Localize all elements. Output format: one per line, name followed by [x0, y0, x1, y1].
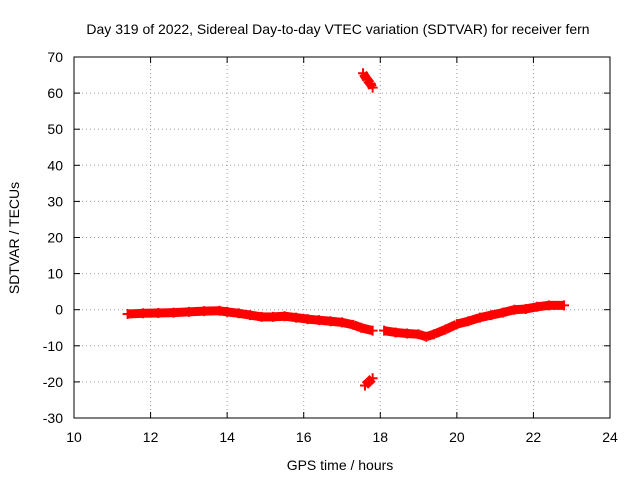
x-tick-label: 20 — [449, 429, 465, 445]
x-tick-label: 24 — [602, 429, 618, 445]
y-tick-label: -10 — [43, 338, 63, 354]
x-tick-label: 16 — [296, 429, 312, 445]
main-trace-2 — [379, 300, 570, 342]
x-tick-label: 18 — [372, 429, 388, 445]
y-tick-label: 10 — [47, 266, 63, 282]
y-tick-label: 20 — [47, 230, 63, 246]
x-tick-label: 10 — [66, 429, 82, 445]
y-tick-label: -20 — [43, 374, 63, 390]
plot-frame — [73, 56, 611, 419]
data-points — [122, 68, 570, 391]
y-tick-label: 70 — [47, 49, 63, 65]
x-axis-label: GPS time / hours — [287, 457, 394, 473]
main-trace — [122, 305, 378, 336]
x-tick-label: 22 — [526, 429, 542, 445]
grid-lines — [74, 57, 610, 418]
data-point — [367, 325, 378, 336]
y-tick-label: 30 — [47, 193, 63, 209]
data-point — [367, 82, 378, 93]
y-tick-label: 40 — [47, 157, 63, 173]
y-tick-label: 60 — [47, 85, 63, 101]
chart-title: Day 319 of 2022, Sidereal Day-to-day VTE… — [86, 21, 589, 37]
y-axis-label: SDTVAR / TECUs — [6, 182, 22, 294]
data-point — [559, 300, 570, 311]
x-tick-label: 14 — [219, 429, 235, 445]
y-tick-label: 50 — [47, 121, 63, 137]
data-point — [367, 373, 378, 384]
lower-jump — [359, 373, 378, 391]
y-tick-label: -30 — [43, 410, 63, 426]
x-tick-label: 12 — [143, 429, 159, 445]
axis-ticks: 10 12 14 16 18 20 22 24 -30 -20 -10 0 10 20 30 40 50 60 70 — [43, 49, 618, 445]
upper-jump — [358, 68, 378, 93]
y-tick-label: 0 — [55, 302, 63, 318]
